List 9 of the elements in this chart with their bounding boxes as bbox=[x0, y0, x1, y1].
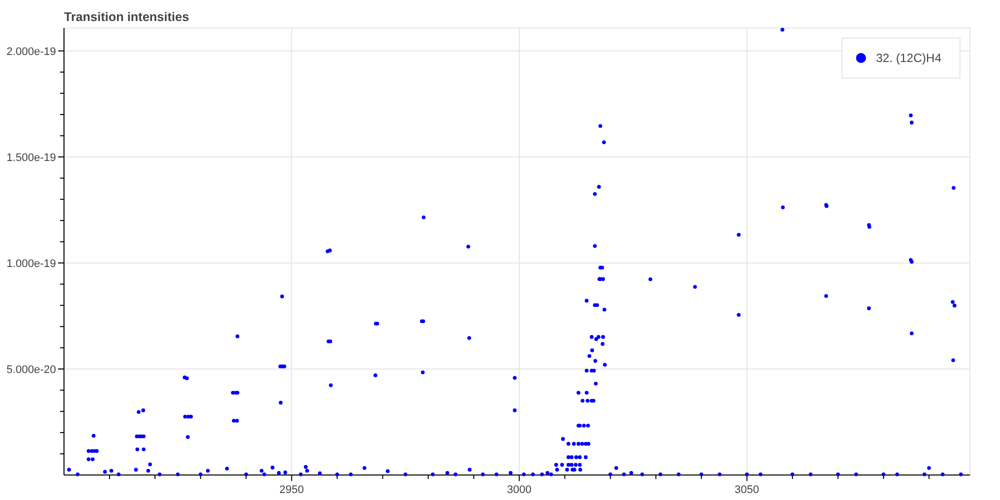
chart-title: Transition intensities bbox=[64, 10, 190, 24]
y-tick-label: 2.000e-19 bbox=[6, 46, 56, 58]
y-tick-label: 1.500e-19 bbox=[6, 152, 56, 164]
y-tick-label: 1.000e-19 bbox=[6, 258, 56, 270]
legend-label: 32. (12C)H4 bbox=[876, 51, 942, 66]
x-tick-label: 3050 bbox=[734, 484, 760, 496]
x-tick-label: 2950 bbox=[279, 484, 304, 496]
x-tick-label: 3000 bbox=[507, 484, 532, 496]
y-tick-label: 5.000e-20 bbox=[6, 364, 56, 376]
